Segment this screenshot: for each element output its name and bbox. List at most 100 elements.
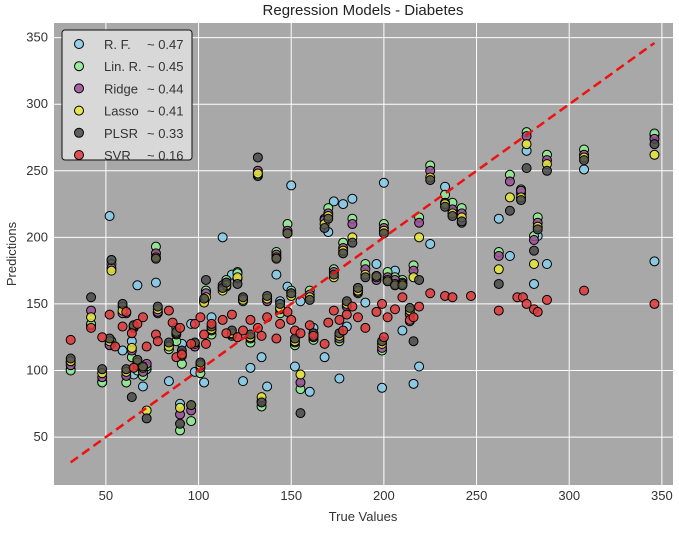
x-tick-label: 150 <box>280 488 302 503</box>
data-point <box>226 309 237 320</box>
data-point <box>541 258 552 269</box>
data-point <box>97 332 108 343</box>
data-point <box>649 256 660 267</box>
data-point <box>504 176 515 187</box>
data-point <box>347 237 358 248</box>
data-point <box>117 321 128 332</box>
legend-series-name: Lin. R. <box>104 59 142 74</box>
data-point <box>163 305 174 316</box>
data-point <box>425 288 436 299</box>
data-point <box>414 274 425 285</box>
data-point <box>199 377 210 388</box>
x-tick-label: 50 <box>99 488 113 503</box>
x-tick-label: 100 <box>188 488 210 503</box>
data-point <box>195 357 206 368</box>
data-point <box>245 314 256 325</box>
data-point <box>271 333 282 344</box>
data-point <box>152 301 163 312</box>
data-point <box>286 180 297 191</box>
data-point <box>200 338 211 349</box>
data-point <box>516 195 527 206</box>
data-point <box>65 334 76 345</box>
data-point <box>521 298 532 309</box>
data-point <box>390 304 401 315</box>
data-point <box>404 302 415 313</box>
data-point <box>97 364 108 375</box>
data-point <box>304 294 315 305</box>
y-tick-label: 150 <box>26 296 48 311</box>
legend-series-name: Lasso <box>104 104 139 119</box>
identity-reference-line <box>69 41 656 464</box>
data-point <box>238 376 249 387</box>
data-point <box>271 269 282 280</box>
data-point <box>414 217 425 228</box>
data-point <box>86 292 97 303</box>
data-point <box>304 386 315 397</box>
data-point <box>163 337 174 348</box>
data-point <box>579 285 590 296</box>
legend-series-score: ~ 0.16 <box>147 148 184 163</box>
legend-series-score: ~ 0.41 <box>147 104 184 119</box>
data-point <box>86 322 97 333</box>
data-point <box>338 248 349 259</box>
series-svr <box>65 285 660 373</box>
data-point <box>104 211 115 222</box>
data-point <box>328 196 339 207</box>
data-point <box>232 278 243 289</box>
legend-marker <box>74 150 84 160</box>
data-point <box>377 382 388 393</box>
data-point <box>186 338 197 349</box>
data-point <box>371 270 382 281</box>
data-point <box>541 165 552 176</box>
data-point <box>579 164 590 175</box>
data-point <box>529 235 540 246</box>
data-point <box>175 418 186 429</box>
data-point <box>137 381 148 392</box>
data-point <box>504 250 515 261</box>
data-point <box>493 213 504 224</box>
data-point <box>319 338 330 349</box>
data-point <box>186 416 197 427</box>
data-point <box>408 312 419 323</box>
legend-series-name: Ridge <box>104 81 138 96</box>
data-point <box>176 349 187 360</box>
legend: R. F. ~ 0.47 Lin. R. ~ 0.45 Ridge ~ 0.44 Lasso… <box>61 29 193 163</box>
data-point <box>199 329 210 340</box>
chart-title: Regression Models - Diabetes <box>263 2 464 19</box>
legend-marker <box>74 127 84 138</box>
data-point <box>295 328 306 339</box>
data-point <box>447 211 458 222</box>
x-tick-label: 200 <box>373 488 395 503</box>
data-point <box>521 163 532 174</box>
data-point <box>167 317 178 328</box>
data-point <box>408 378 419 389</box>
data-point <box>425 239 436 250</box>
data-point <box>649 139 660 150</box>
legend-box <box>61 29 193 161</box>
y-tick-labels: 50 100 150 200 250 300 350 <box>26 30 48 444</box>
data-point <box>397 280 408 291</box>
data-point <box>493 278 504 289</box>
data-point <box>275 298 286 309</box>
data-point <box>493 250 504 261</box>
legend-series-score: ~ 0.44 <box>147 81 184 96</box>
legend-series-score: ~ 0.47 <box>147 37 184 52</box>
x-tick-label: 250 <box>466 488 488 503</box>
data-point <box>338 199 349 210</box>
data-point <box>334 373 345 384</box>
data-point <box>347 219 358 230</box>
data-point <box>271 253 282 264</box>
data-point <box>286 288 297 299</box>
data-point <box>238 292 249 303</box>
data-point <box>217 314 228 325</box>
data-point <box>175 402 186 413</box>
data-point <box>371 306 382 317</box>
data-point <box>504 192 515 203</box>
data-point <box>186 400 197 411</box>
data-point <box>245 362 256 373</box>
data-point <box>86 312 97 323</box>
data-point <box>238 325 249 336</box>
y-tick-label: 250 <box>26 163 48 178</box>
